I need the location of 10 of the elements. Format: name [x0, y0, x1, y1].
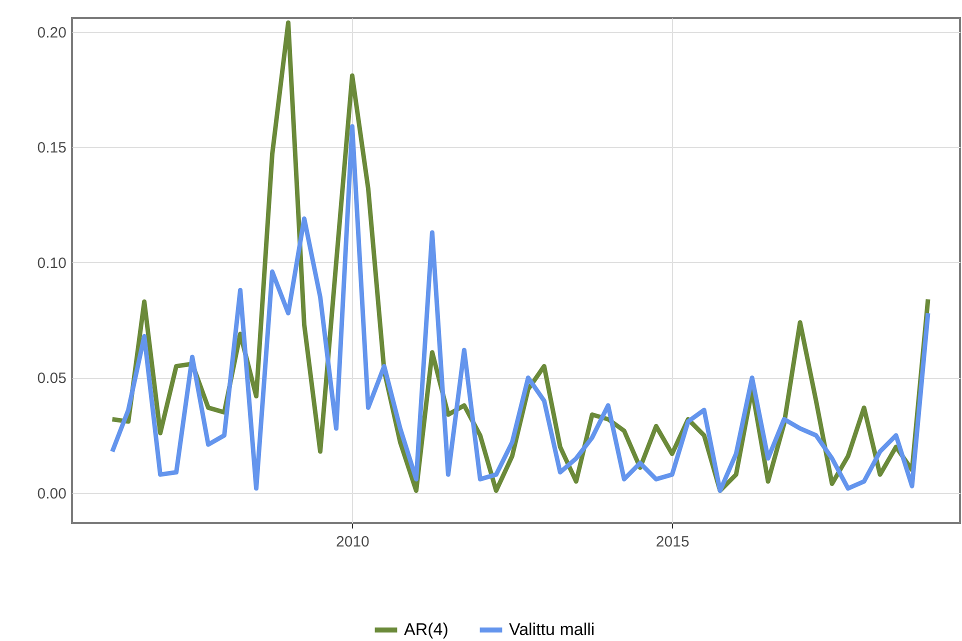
- x-tick-label: 2010: [336, 534, 370, 550]
- line-series: [110, 124, 930, 493]
- y-tick-label: 0.00: [37, 486, 66, 503]
- y-tick-label: 0.05: [37, 370, 66, 388]
- legend-label: AR(4): [404, 620, 448, 639]
- legend-label: Valittu malli: [509, 620, 595, 639]
- y-tick-label: 0.10: [37, 254, 66, 272]
- x-tick-label: 2015: [656, 534, 690, 550]
- y-tick-label: 0.15: [37, 140, 66, 157]
- y-tick-label: 0.20: [37, 24, 66, 42]
